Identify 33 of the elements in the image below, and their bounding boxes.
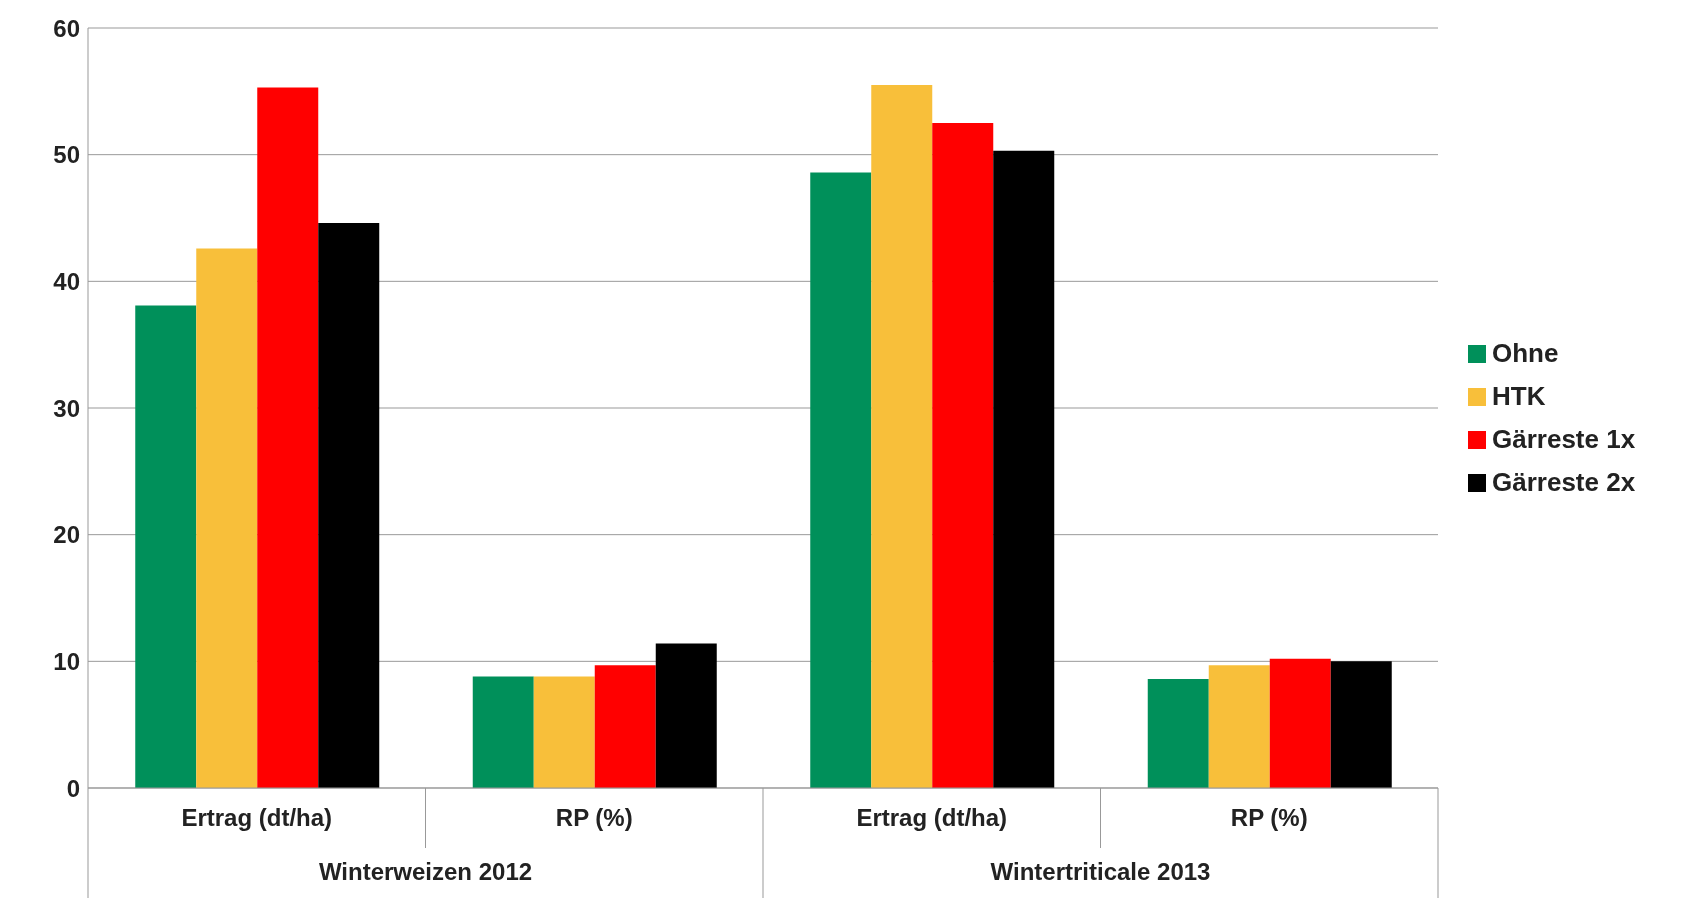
- x-tick-label: RP (%): [555, 804, 633, 831]
- y-tick-label: 20: [53, 521, 80, 549]
- text: Winterweizen 2012: [317, 858, 534, 886]
- bar: [1208, 665, 1270, 788]
- y-tick-label: 40: [53, 267, 80, 295]
- bar: [257, 87, 319, 788]
- y-tick-label: 0: [66, 774, 80, 802]
- y-tick-label: 10: [53, 647, 80, 675]
- x-tick-label: RP (%): [1230, 804, 1308, 831]
- bar: [1269, 658, 1331, 788]
- bar: [1147, 679, 1209, 788]
- legend-label: Ohne: [1492, 338, 1559, 369]
- bar: [472, 676, 534, 788]
- y-tick-label: 30: [53, 394, 80, 422]
- bar: [810, 172, 872, 788]
- legend-label: Gärreste 1x: [1492, 424, 1636, 455]
- y-tick-label: 50: [53, 141, 80, 169]
- bar: [533, 676, 595, 788]
- bar: [135, 305, 197, 788]
- bar: [993, 150, 1055, 788]
- bar: [318, 223, 380, 788]
- x-tick-label: Ertrag (dt/ha): [856, 804, 1008, 831]
- bar: [1330, 661, 1392, 788]
- bar: [594, 665, 656, 788]
- legend-label: HTK: [1492, 381, 1546, 412]
- y-tick-label: 60: [53, 14, 80, 42]
- bar: [871, 85, 933, 788]
- bar: [932, 123, 994, 788]
- bar: [196, 248, 258, 788]
- bar: [655, 643, 717, 788]
- text: Wintertriticale 2013: [989, 858, 1212, 886]
- x-tick-label: Ertrag (dt/ha): [181, 804, 333, 831]
- legend-label: Gärreste 2x: [1492, 467, 1636, 498]
